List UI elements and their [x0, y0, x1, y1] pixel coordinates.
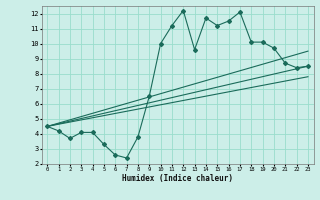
X-axis label: Humidex (Indice chaleur): Humidex (Indice chaleur) — [122, 174, 233, 183]
